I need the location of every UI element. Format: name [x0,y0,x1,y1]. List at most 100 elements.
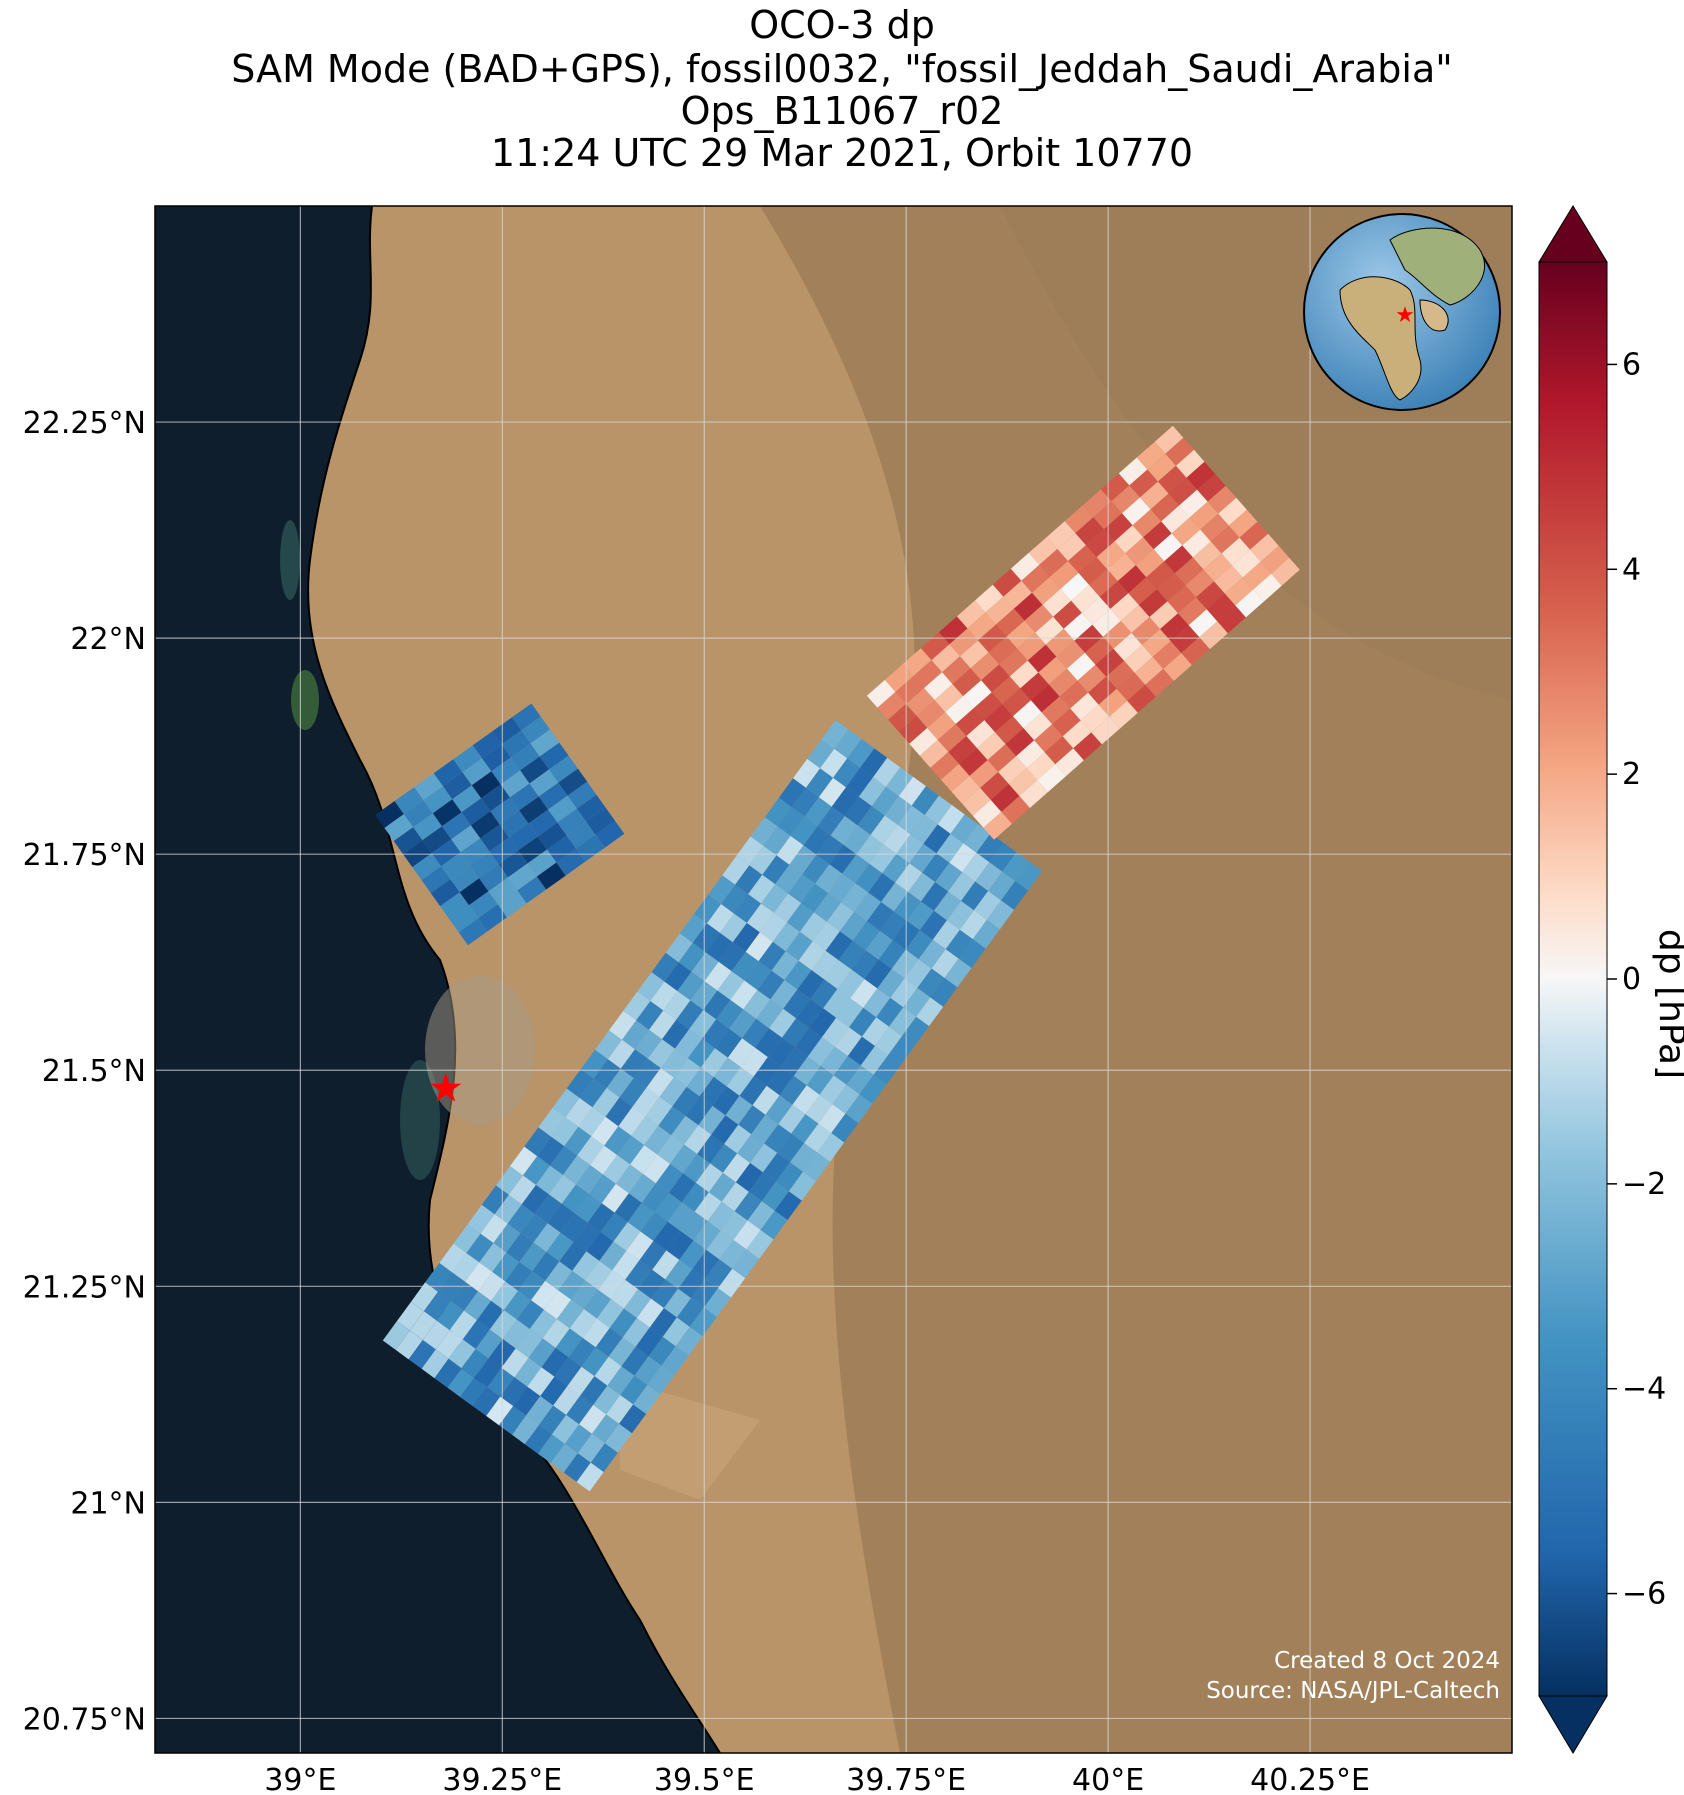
sounding-cell [931,949,959,978]
sounding-cell [816,835,844,865]
sounding-cell [1091,716,1120,745]
sounding-cell [778,778,806,808]
sounding-cell [593,1385,621,1415]
sounding-cell [818,777,846,807]
sounding-cell [784,960,812,990]
sounding-cell [452,785,482,813]
sounding-cell [606,1395,634,1424]
sounding-cell [733,1220,761,1250]
sounding-cell [876,997,904,1027]
sounding-cell [492,1252,520,1282]
sounding-cell [577,1433,605,1463]
sounding-cell [801,883,829,913]
city-area [425,975,535,1125]
sounding-cell [593,1059,621,1088]
sounding-cell [657,1135,685,1164]
sounding-cell [576,794,606,822]
sounding-cell [730,980,758,1010]
sounding-cell [1128,577,1157,605]
sounding-cell [448,1339,476,1369]
sounding-cell [777,807,805,836]
sounding-cell [1023,712,1053,741]
sounding-cell [973,692,1003,721]
sounding-cell [520,756,549,784]
colorbar-tick-label: 4 [1622,552,1641,587]
sounding-cell [1224,577,1254,606]
sounding-cell [1120,605,1150,633]
sounding-cell [581,1347,609,1377]
sounding-cell [737,1134,765,1163]
sounding-cell [510,743,540,771]
sounding-cell [732,922,760,952]
sounding-cell [918,939,946,969]
sounding-cell [564,1126,592,1156]
sounding-cell [977,732,1006,760]
sounding-cell [756,999,784,1029]
sounding-cell [1129,469,1158,498]
sounding-cell [745,932,773,962]
sounding-cell [384,814,414,841]
sounding-cell [1001,796,1030,824]
sounding-cell [980,772,1009,800]
sounding-cell [623,991,651,1021]
sounding-cell [913,660,943,688]
sounding-cell [927,712,956,740]
sounding-cell [866,901,894,931]
sounding-cell [1142,629,1171,657]
sounding-cell [873,757,901,787]
sounding-cell [984,704,1013,733]
lon-tick-label: 39.25°E [442,1763,562,1795]
sounding-cell [1042,588,1072,617]
sounding-cell [916,997,944,1027]
sounding-cell [409,1311,437,1340]
sounding-cell [775,1162,803,1192]
sounding-cell [811,950,839,980]
sounding-cell [988,636,1018,665]
sounding-cell [604,1423,632,1453]
sounding-cell [504,1290,532,1320]
sounding-cell [1077,664,1107,693]
sounding-cell [890,978,918,1008]
sounding-cell [835,1027,862,1056]
sounding-cell [1181,637,1210,665]
sounding-cell [859,1074,887,1104]
sounding-cell [949,843,977,873]
sounding-cell [659,1077,687,1107]
sounding-cell [414,773,443,801]
sounding-cell [1242,561,1272,590]
sounding-cell [580,1049,608,1079]
sounding-cell [1145,668,1174,697]
sounding-cell [578,1107,606,1137]
sounding-cell [518,836,548,864]
sounding-cell [1092,608,1121,637]
basemap: ★ [155,206,1512,1753]
sounding-cell [860,748,888,778]
sounding-cell [759,912,787,942]
sounding-cell [586,1232,614,1261]
sounding-cell [1239,521,1269,550]
sounding-cell [600,1212,628,1242]
sounding-cell [909,727,938,756]
sounding-cell [686,1067,714,1097]
sounding-cell [742,1018,770,1048]
sounding-cell [718,1268,746,1298]
sounding-cell [431,839,461,867]
sounding-cell [1176,449,1205,478]
sounding-cell [761,1181,789,1211]
sounding-cell [1099,581,1129,609]
sounding-cell [566,1069,594,1098]
sounding-cell [962,787,991,816]
sounding-cell [636,1298,664,1328]
sounding-cell [1085,636,1114,665]
sounding-cell [1081,596,1111,625]
sounding-cell [489,837,519,865]
sounding-cell [643,1154,671,1184]
sounding-cell [828,873,856,903]
sounding-cell [1015,861,1043,891]
sounding-cell [1002,688,1031,717]
sounding-cell [601,1183,629,1213]
sounding-cell [804,797,832,826]
sounding-cell [763,826,791,856]
sounding-cell [1028,537,1058,565]
sounding-cell [924,672,953,700]
